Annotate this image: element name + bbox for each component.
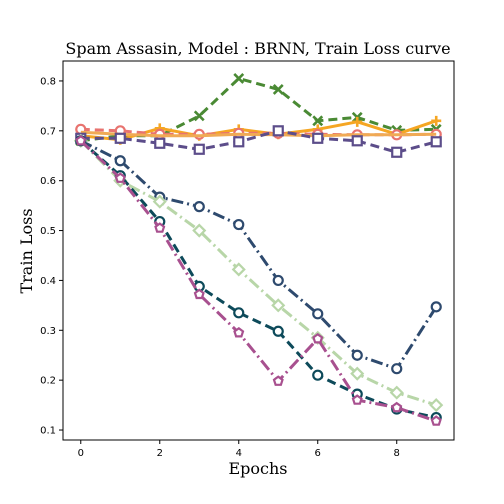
data-point: [274, 327, 283, 336]
y-tick-label: 0.5: [40, 226, 56, 237]
data-point: [432, 302, 441, 311]
data-point: [195, 202, 204, 211]
data-point: [314, 334, 323, 342]
data-point: [116, 156, 125, 165]
data-point: [313, 134, 322, 143]
x-tick-label: 0: [78, 448, 84, 459]
x-tick-label: 4: [236, 448, 242, 459]
data-point: [195, 290, 204, 298]
data-point: [313, 371, 322, 380]
data-point: [155, 139, 164, 148]
data-point: [156, 224, 165, 232]
data-point: [274, 276, 283, 285]
data-point: [235, 328, 244, 336]
data-point: [274, 377, 283, 385]
data-point: [353, 136, 362, 145]
y-tick-label: 0.8: [40, 76, 56, 87]
chart-title: Spam Assasin, Model : BRNN, Train Loss c…: [65, 39, 450, 58]
y-tick-label: 0.3: [40, 326, 56, 337]
y-tick-label: 0.6: [40, 176, 56, 187]
data-point: [234, 137, 243, 146]
data-point: [313, 309, 322, 318]
y-axis-label: Train Loss: [17, 208, 36, 293]
y-tick-label: 0.1: [40, 426, 56, 437]
x-tick-label: 8: [394, 448, 400, 459]
x-tick-label: 6: [315, 448, 321, 459]
data-point: [234, 308, 243, 317]
data-point: [432, 417, 441, 425]
data-point: [77, 136, 86, 144]
data-point: [116, 134, 125, 143]
x-axis-label: Epochs: [228, 459, 287, 478]
data-point: [274, 126, 283, 135]
data-point: [392, 364, 401, 373]
data-point: [393, 403, 402, 411]
data-point: [432, 137, 441, 146]
y-tick-label: 0.7: [40, 126, 56, 137]
data-point: [353, 351, 362, 360]
data-point: [234, 220, 243, 229]
y-tick-label: 0.2: [40, 376, 56, 387]
data-point: [392, 148, 401, 157]
y-tick-label: 0.4: [40, 276, 56, 287]
x-tick-label: 2: [157, 448, 163, 459]
data-point: [195, 145, 204, 154]
data-point: [353, 396, 362, 404]
data-point: [116, 174, 125, 182]
